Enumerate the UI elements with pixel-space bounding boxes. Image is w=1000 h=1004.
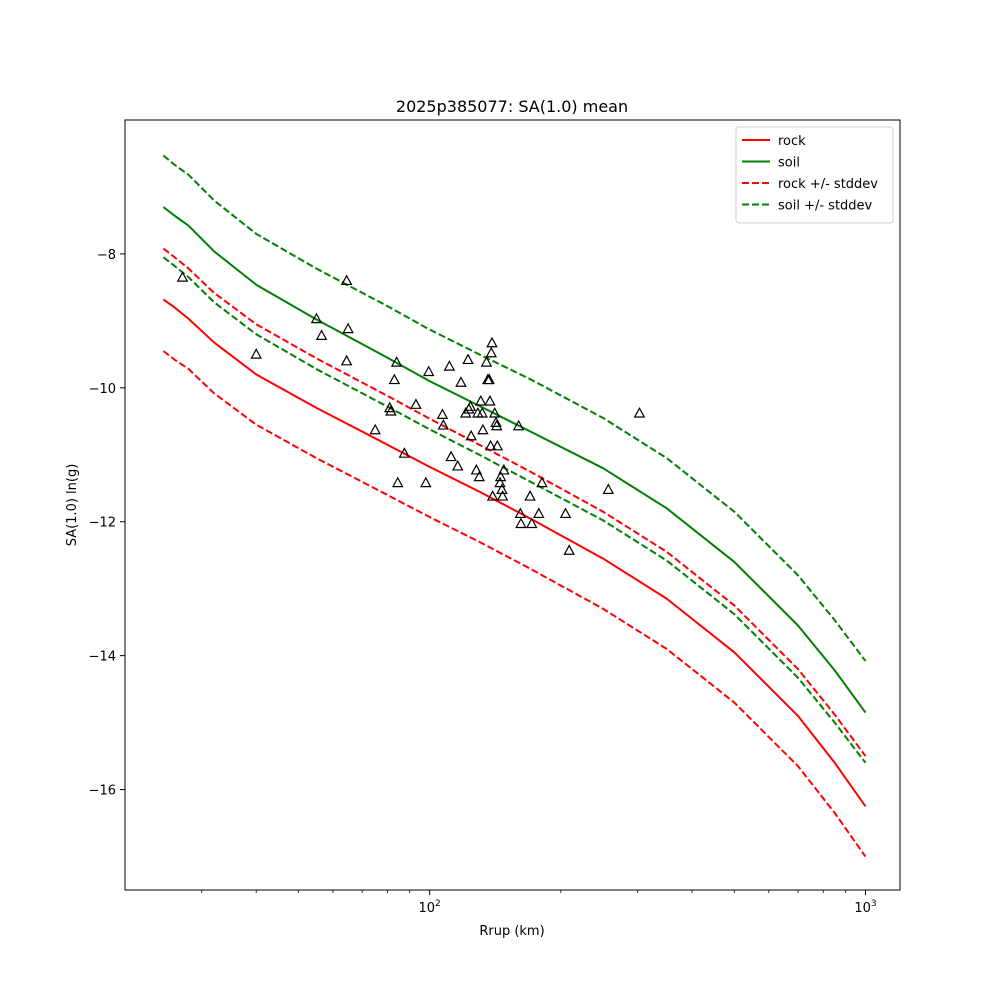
y-tick-label: −12 [89, 516, 116, 531]
observation-point [385, 405, 397, 416]
observation-point [559, 507, 572, 519]
observation-point [340, 274, 353, 286]
y-tick-label: −10 [89, 382, 116, 397]
x-tick-base: 10 [854, 901, 871, 916]
observation-point [422, 365, 435, 377]
x-axis-label: Rrup (km) [479, 924, 544, 939]
observation-point [475, 394, 487, 406]
series-line-rock [162, 298, 867, 807]
observation-point [476, 407, 488, 418]
x-tick-base: 10 [419, 901, 436, 916]
legend-label: soil [778, 156, 800, 171]
observation-point [484, 394, 496, 406]
observation-point [488, 407, 501, 418]
plot-frame [124, 119, 901, 891]
legend: rock soil rock +/- stddev soil +/- stddev [735, 126, 894, 224]
observation-point [494, 470, 507, 482]
observation-point [465, 429, 477, 441]
observation-point [477, 423, 489, 435]
y-tick-label: −14 [89, 650, 116, 665]
observation-point [602, 483, 615, 494]
legend-label: soil +/- stddev [778, 199, 873, 214]
x-tick-label: 102 [419, 899, 441, 916]
observation-point [390, 356, 403, 367]
legend-box [735, 126, 894, 224]
observation-point [484, 439, 497, 451]
observation-point [486, 336, 498, 348]
observation-point [464, 400, 477, 411]
observation-point [310, 312, 323, 324]
series-line-band-3 [162, 350, 867, 858]
observation-point [388, 373, 401, 385]
x-tick-exponent: 3 [871, 899, 877, 909]
observation-point [524, 490, 536, 501]
observation-point [342, 322, 354, 334]
y-tick-label: −16 [89, 784, 116, 799]
observation-point [315, 329, 328, 340]
observation-point [420, 476, 432, 488]
observation-point [445, 450, 457, 462]
observation-point [462, 353, 474, 365]
observation-point [483, 373, 495, 385]
chart-title: 2025p385077: SA(1.0) mean [396, 97, 628, 116]
legend-label: rock +/- stddev [778, 177, 878, 192]
observation-point [443, 360, 456, 371]
observation-point [410, 398, 422, 409]
legend-label: rock [778, 134, 806, 149]
observation-point [369, 423, 381, 435]
observation-point [533, 507, 545, 519]
x-tick-exponent: 2 [435, 899, 441, 909]
observation-point [437, 419, 450, 430]
observation-point [486, 490, 499, 501]
observation-point [514, 507, 527, 519]
series-line-band-5 [162, 256, 867, 764]
observation-point [485, 346, 498, 358]
observation-point [525, 517, 538, 529]
observation-point [633, 407, 646, 418]
observation-point [496, 490, 509, 501]
observation-point [536, 476, 548, 488]
observation-point [398, 447, 411, 458]
series-line-soil [162, 206, 867, 714]
observation-point [512, 419, 525, 431]
y-tick-label: −8 [97, 248, 116, 263]
observation-point [250, 348, 262, 359]
observation-point [455, 376, 467, 387]
series-line-soil-stddev [162, 154, 867, 662]
series-line-rock-stddev [162, 247, 867, 757]
observation-point [470, 463, 483, 475]
observation-point [490, 416, 502, 427]
observation-point [498, 463, 510, 475]
observation-point [494, 476, 506, 488]
observation-point [451, 459, 464, 471]
observation-point [515, 517, 527, 529]
observation-point [491, 439, 504, 451]
observation-point [340, 354, 353, 366]
observation-point [436, 408, 449, 419]
y-axis-label: SA(1.0) ln(g) [65, 464, 80, 547]
observation-point [473, 470, 486, 482]
observation-point [392, 476, 404, 488]
observation-point [480, 356, 493, 367]
observation-point [563, 544, 575, 555]
observation-point [176, 271, 189, 282]
observation-point [490, 419, 503, 431]
x-tick-label: 103 [854, 899, 876, 916]
